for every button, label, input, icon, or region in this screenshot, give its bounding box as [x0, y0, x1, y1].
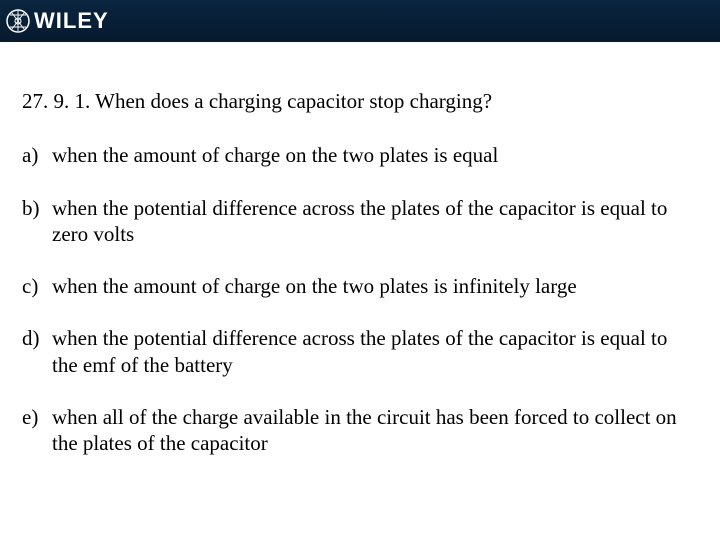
option-text: when the potential difference across the…	[52, 195, 698, 248]
header-bar: WILEY	[0, 0, 720, 42]
option-c: c) when the amount of charge on the two …	[22, 273, 698, 299]
answer-options: a) when the amount of charge on the two …	[22, 142, 698, 456]
option-text: when all of the charge available in the …	[52, 404, 698, 457]
wiley-icon	[6, 9, 30, 33]
option-letter: b)	[22, 195, 52, 248]
option-letter: e)	[22, 404, 52, 457]
brand-logo: WILEY	[6, 8, 109, 34]
option-text: when the amount of charge on the two pla…	[52, 273, 698, 299]
brand-text: WILEY	[34, 8, 109, 34]
option-letter: a)	[22, 142, 52, 168]
option-letter: c)	[22, 273, 52, 299]
option-e: e) when all of the charge available in t…	[22, 404, 698, 457]
question-number: 27. 9. 1.	[22, 89, 90, 113]
option-text: when the amount of charge on the two pla…	[52, 142, 698, 168]
option-a: a) when the amount of charge on the two …	[22, 142, 698, 168]
question-text: 27. 9. 1. When does a charging capacitor…	[22, 88, 698, 114]
question-body: When does a charging capacitor stop char…	[95, 89, 492, 113]
slide-content: 27. 9. 1. When does a charging capacitor…	[0, 42, 720, 456]
option-text: when the potential difference across the…	[52, 325, 698, 378]
option-d: d) when the potential difference across …	[22, 325, 698, 378]
option-b: b) when the potential difference across …	[22, 195, 698, 248]
option-letter: d)	[22, 325, 52, 378]
